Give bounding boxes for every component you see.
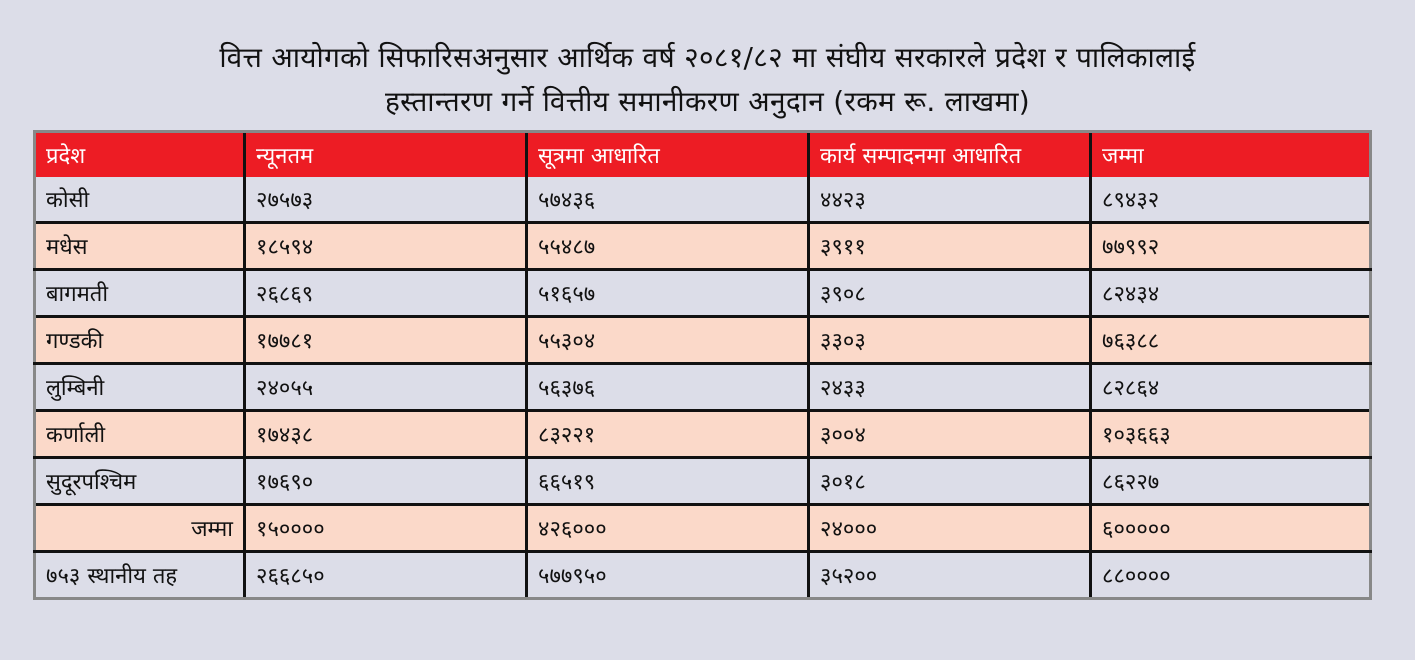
table-row: सुदूरपश्चिम १७६९० ६६५१९ ३०१८ ८६२२७ — [33, 457, 1372, 505]
title-line-1: वित्त आयोगको सिफारिसअनुसार आर्थिक वर्ष २… — [219, 41, 1196, 74]
minimum-cell: १७४३८ — [243, 409, 527, 459]
performance-cell: ३९०८ — [807, 269, 1091, 317]
total-cell: ७७९९२ — [1089, 221, 1372, 271]
province-cell: गण्डकी — [33, 315, 245, 365]
header-minimum: न्यूनतम — [243, 130, 527, 177]
formula-cell: ५७४३६ — [525, 177, 809, 223]
province-total-label: जम्मा — [33, 503, 245, 553]
performance-cell: ३३०३ — [807, 315, 1091, 365]
formula-cell: ५१६५७ — [525, 269, 809, 317]
equalization-grant-table: प्रदेश न्यूनतम सूत्रमा आधारित कार्य सम्प… — [33, 130, 1372, 600]
formula-cell: ४२६००० — [525, 503, 809, 553]
title-line-2: हस्तान्तरण गर्ने वित्तीय समानीकरण अनुदान… — [384, 85, 1031, 118]
table-row: बागमती २६८६९ ५१६५७ ३९०८ ८२४३४ — [33, 269, 1372, 317]
minimum-cell: २७५७३ — [243, 177, 527, 223]
local-level-row: ७५३ स्थानीय तह २६६८५० ५७७९५० ३५२०० ८८०००… — [33, 551, 1372, 600]
total-cell: ७६३८८ — [1089, 315, 1372, 365]
minimum-cell: १७६९० — [243, 457, 527, 505]
table-row: कर्णाली १७४३८ ८३२२१ ३००४ १०३६६३ — [33, 409, 1372, 459]
performance-cell: २४००० — [807, 503, 1091, 553]
minimum-cell: २४०५५ — [243, 363, 527, 411]
performance-cell: ३००४ — [807, 409, 1091, 459]
total-cell: ८६२२७ — [1089, 457, 1372, 505]
minimum-cell: २६८६९ — [243, 269, 527, 317]
total-cell: ८२८६४ — [1089, 363, 1372, 411]
total-cell: ८९४३२ — [1089, 177, 1372, 223]
formula-cell: ८३२२१ — [525, 409, 809, 459]
performance-cell: २४३३ — [807, 363, 1091, 411]
header-performance-based: कार्य सम्पादनमा आधारित — [807, 130, 1091, 177]
formula-cell: ५५४८७ — [525, 221, 809, 271]
total-cell: ६००००० — [1089, 503, 1372, 553]
header-formula-based: सूत्रमा आधारित — [525, 130, 809, 177]
table-row: मधेस १८५९४ ५५४८७ ३९११ ७७९९२ — [33, 221, 1372, 271]
province-cell: ७५३ स्थानीय तह — [33, 551, 245, 600]
total-cell: ८८०००० — [1089, 551, 1372, 600]
total-cell: ८२४३४ — [1089, 269, 1372, 317]
table-row: कोसी २७५७३ ५७४३६ ४४२३ ८९४३२ — [33, 177, 1372, 223]
minimum-cell: १५०००० — [243, 503, 527, 553]
formula-cell: ५७७९५० — [525, 551, 809, 600]
table-header-row: प्रदेश न्यूनतम सूत्रमा आधारित कार्य सम्प… — [33, 130, 1372, 177]
minimum-cell: १७७८१ — [243, 315, 527, 365]
province-cell: बागमती — [33, 269, 245, 317]
performance-cell: ३०१८ — [807, 457, 1091, 505]
minimum-cell: १८५९४ — [243, 221, 527, 271]
header-total: जम्मा — [1089, 130, 1372, 177]
formula-cell: ५६३७६ — [525, 363, 809, 411]
province-total-row: जम्मा १५०००० ४२६००० २४००० ६००००० — [33, 503, 1372, 553]
page-title: वित्त आयोगको सिफारिसअनुसार आर्थिक वर्ष २… — [0, 36, 1415, 124]
table-row: गण्डकी १७७८१ ५५३०४ ३३०३ ७६३८८ — [33, 315, 1372, 365]
province-cell: मधेस — [33, 221, 245, 271]
performance-cell: ३५२०० — [807, 551, 1091, 600]
performance-cell: ३९११ — [807, 221, 1091, 271]
formula-cell: ५५३०४ — [525, 315, 809, 365]
province-cell: कर्णाली — [33, 409, 245, 459]
minimum-cell: २६६८५० — [243, 551, 527, 600]
total-cell: १०३६६३ — [1089, 409, 1372, 459]
province-cell: सुदूरपश्चिम — [33, 457, 245, 505]
table-row: लुम्बिनी २४०५५ ५६३७६ २४३३ ८२८६४ — [33, 363, 1372, 411]
header-province: प्रदेश — [33, 130, 245, 177]
province-cell: कोसी — [33, 177, 245, 223]
performance-cell: ४४२३ — [807, 177, 1091, 223]
formula-cell: ६६५१९ — [525, 457, 809, 505]
province-cell: लुम्बिनी — [33, 363, 245, 411]
